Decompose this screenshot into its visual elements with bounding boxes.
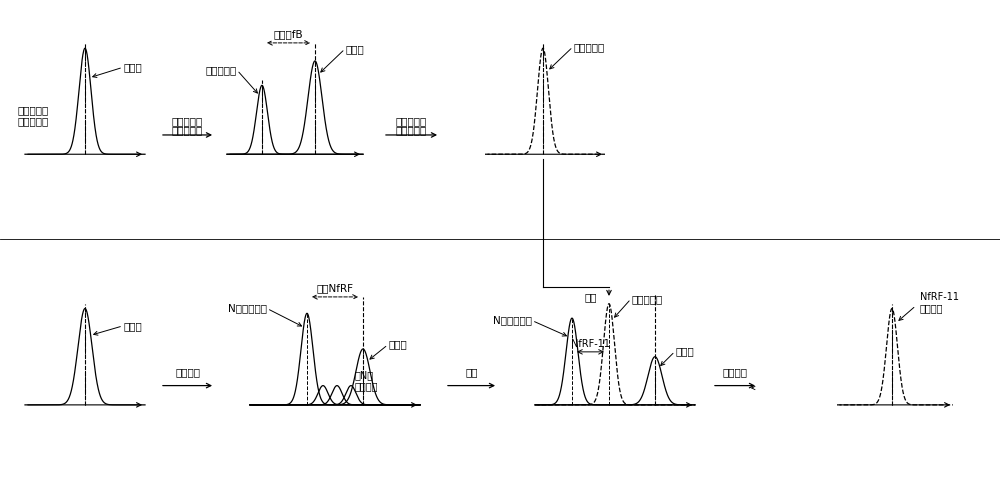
- Text: 泵浦光: 泵浦光: [345, 44, 364, 54]
- Text: 频移量fB: 频移量fB: [274, 29, 303, 39]
- Text: NfRF-11: NfRF-11: [571, 339, 610, 349]
- Text: 合路: 合路: [585, 292, 597, 302]
- Text: 泵浦光: 泵浦光: [123, 62, 142, 72]
- Text: 非N阶
射频分量: 非N阶 射频分量: [355, 370, 378, 391]
- Text: 受激布里渊
散射效应前: 受激布里渊 散射效应前: [17, 105, 49, 126]
- Text: N阶射频分量: N阶射频分量: [493, 316, 532, 325]
- Text: 斯托克斯光: 斯托克斯光: [206, 65, 237, 75]
- Text: 调制光: 调制光: [123, 321, 142, 331]
- Text: 选路传输滤: 选路传输滤: [396, 117, 427, 126]
- Text: 受激布里渊: 受激布里渊: [172, 117, 203, 126]
- Text: 斯托克斯光: 斯托克斯光: [573, 42, 604, 52]
- Text: N阶射频分量: N阶射频分量: [228, 304, 267, 313]
- Text: 调制光: 调制光: [388, 340, 407, 349]
- Text: 频差NfRF: 频差NfRF: [316, 283, 354, 293]
- Text: 斯托克斯光: 斯托克斯光: [631, 294, 662, 304]
- Text: 除泵浦光后: 除泵浦光后: [396, 125, 427, 135]
- Text: 合路: 合路: [465, 367, 478, 377]
- Text: 调制光: 调制光: [675, 347, 694, 356]
- Text: 光电探测: 光电探测: [722, 367, 748, 377]
- Text: 散射效应后: 散射效应后: [172, 125, 203, 135]
- Text: 高阶调制: 高阶调制: [175, 367, 200, 377]
- Text: NfRF-11
中频信号: NfRF-11 中频信号: [920, 292, 959, 313]
